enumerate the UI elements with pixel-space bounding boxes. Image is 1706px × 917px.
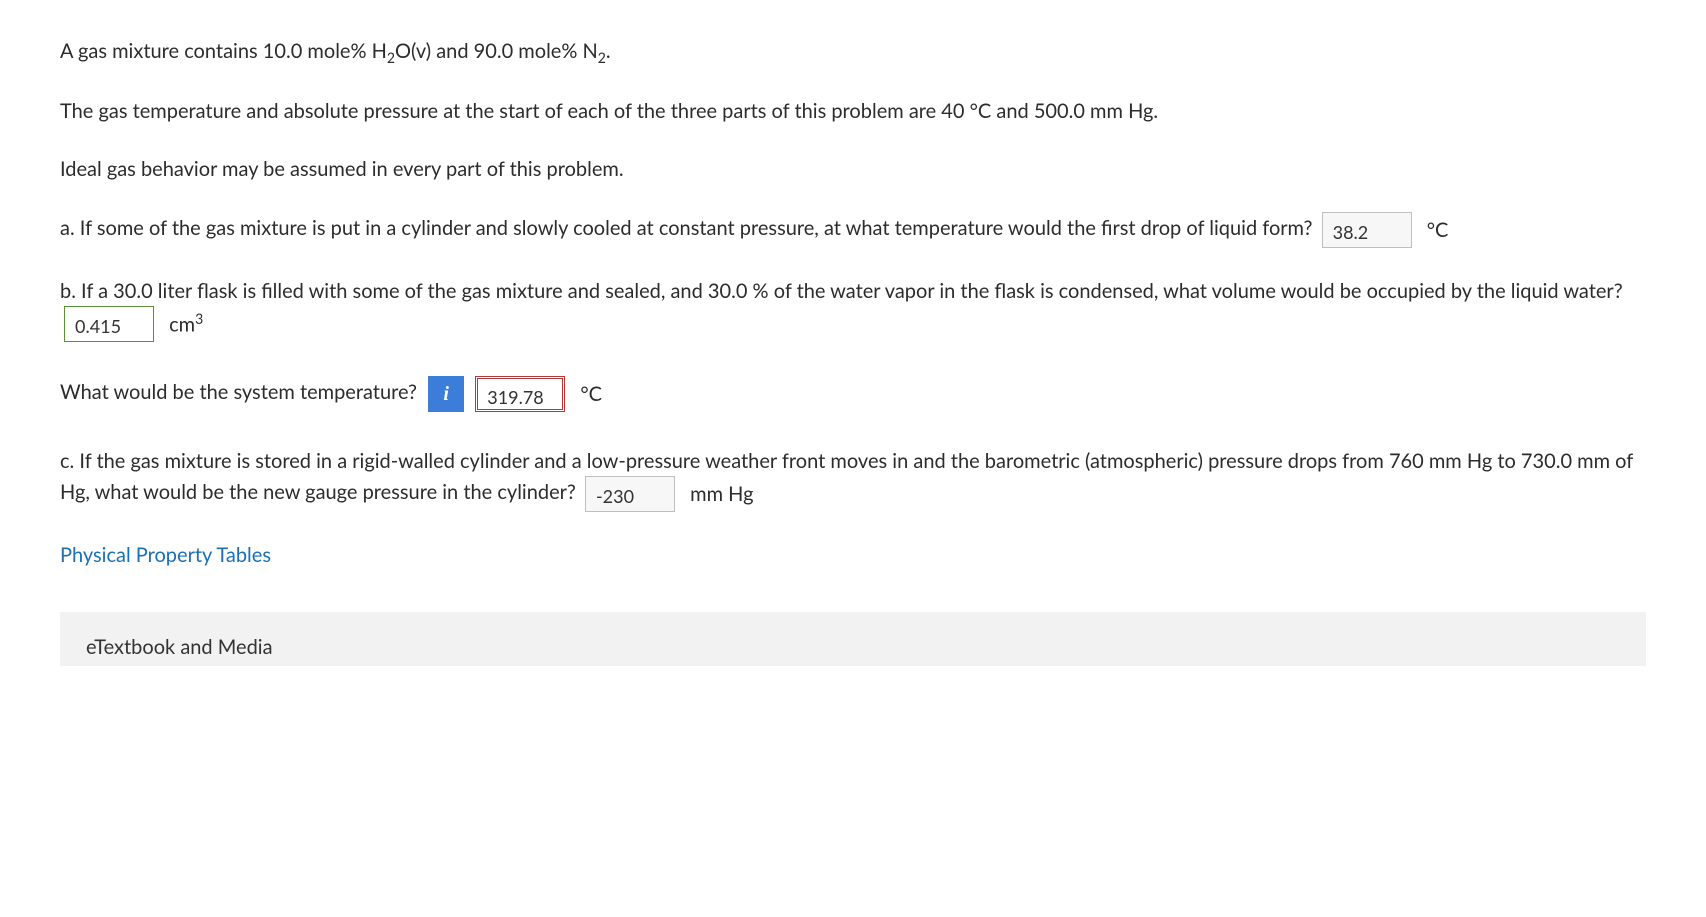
part-a-text: a. If some of the gas mixture is put in … xyxy=(60,216,1313,240)
physical-property-tables-link[interactable]: Physical Property Tables xyxy=(60,540,1646,570)
sub-2b: 2 xyxy=(598,49,606,66)
part-b2-input[interactable]: 319.78 xyxy=(475,376,565,412)
intro-line-2: The gas temperature and absolute pressur… xyxy=(60,96,1646,126)
unit-exp: 3 xyxy=(195,310,203,327)
info-icon[interactable]: i xyxy=(428,376,464,412)
part-c-text: c. If the gas mixture is stored in a rig… xyxy=(60,449,1633,504)
intro-line-1: A gas mixture contains 10.0 mole% H2O(v)… xyxy=(60,36,1646,68)
part-c-input[interactable]: -230 xyxy=(585,476,675,512)
etextbook-and-media-bar[interactable]: eTextbook and Media xyxy=(60,612,1646,666)
part-b2-text: What would be the system temperature? xyxy=(60,380,417,404)
unit-base: cm xyxy=(169,313,195,337)
part-b1: b. If a 30.0 liter flask is filled with … xyxy=(60,276,1646,342)
part-b1-text: b. If a 30.0 liter flask is filled with … xyxy=(60,279,1623,303)
intro-line-3: Ideal gas behavior may be assumed in eve… xyxy=(60,154,1646,184)
part-b2-unit: °C xyxy=(580,379,602,409)
part-c-unit: mm Hg xyxy=(690,479,753,509)
part-a-unit: °C xyxy=(1427,215,1449,245)
part-b1-unit: cm3 xyxy=(169,308,203,340)
intro-text-1c: . xyxy=(606,39,611,63)
part-b1-input[interactable]: 0.415 xyxy=(64,306,154,342)
question-container: A gas mixture contains 10.0 mole% H2O(v)… xyxy=(0,0,1706,666)
intro-text-1b: O(v) and 90.0 mole% N xyxy=(395,39,598,63)
part-a-input[interactable]: 38.2 xyxy=(1322,212,1412,248)
part-b2: What would be the system temperature? i … xyxy=(60,376,1646,412)
sub-2: 2 xyxy=(387,49,395,66)
part-a: a. If some of the gas mixture is put in … xyxy=(60,212,1646,248)
part-c: c. If the gas mixture is stored in a rig… xyxy=(60,446,1646,512)
intro-text-1a: A gas mixture contains 10.0 mole% H xyxy=(60,39,387,63)
